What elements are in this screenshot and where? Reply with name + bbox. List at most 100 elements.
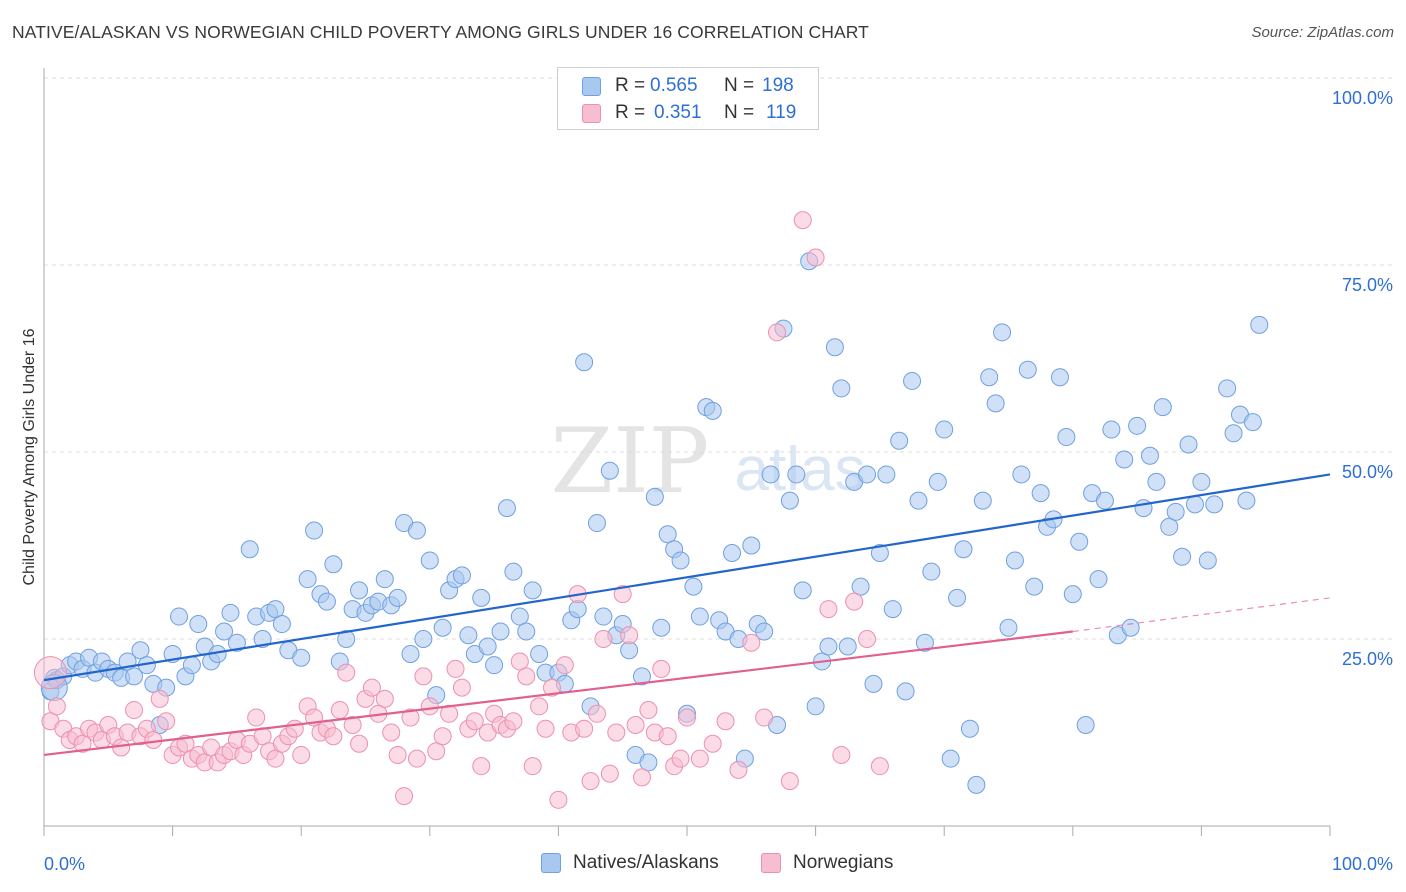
data-point <box>324 727 343 746</box>
data-point <box>1102 420 1121 439</box>
data-point <box>530 644 549 663</box>
data-point <box>125 701 144 720</box>
data-point <box>388 745 407 764</box>
data-point <box>1115 450 1134 469</box>
data-point <box>485 656 504 675</box>
n-value: 198 <box>762 75 794 96</box>
data-point <box>832 379 851 398</box>
axes <box>43 68 1331 836</box>
data-point <box>607 723 626 742</box>
data-point <box>716 712 735 731</box>
data-point <box>639 753 658 772</box>
norwegian-trend-line <box>43 630 1073 757</box>
y-tick-labels: 25.0% 50.0% 75.0% 100.0% <box>1332 88 1393 669</box>
data-point <box>375 570 394 589</box>
data-point <box>523 757 542 776</box>
data-point <box>632 768 651 787</box>
data-point <box>510 652 529 671</box>
data-point <box>870 757 889 776</box>
chart-title: NATIVE/ALASKAN VS NORWEGIAN CHILD POVERT… <box>12 22 869 42</box>
data-point <box>491 622 510 641</box>
data-point <box>536 719 555 738</box>
data-point <box>1237 491 1256 510</box>
natives-label: Natives/Alaskans <box>573 852 719 873</box>
data-point <box>658 727 677 746</box>
data-point <box>47 697 66 716</box>
norwegians-label: Norwegians <box>793 852 894 873</box>
data-point <box>999 618 1018 637</box>
data-point <box>452 566 471 585</box>
data-point <box>870 543 889 562</box>
data-point <box>652 618 671 637</box>
data-point <box>1057 428 1076 447</box>
data-point <box>858 465 877 484</box>
data-point <box>645 487 664 506</box>
data-point <box>420 551 439 570</box>
data-point <box>317 592 336 611</box>
data-point <box>896 682 915 701</box>
data-point <box>395 787 414 806</box>
data-point <box>587 514 606 533</box>
data-point <box>221 603 240 622</box>
data-point <box>504 562 523 581</box>
data-point <box>626 716 645 735</box>
data-point <box>240 540 259 559</box>
data-point <box>452 678 471 697</box>
data-point <box>337 630 356 648</box>
data-point <box>986 394 1005 413</box>
data-point <box>1128 416 1147 435</box>
data-point <box>182 656 201 675</box>
data-point <box>1076 716 1095 735</box>
data-point <box>1185 495 1204 514</box>
data-point <box>420 697 439 716</box>
data-point <box>1198 551 1217 570</box>
data-point <box>780 491 799 510</box>
data-point <box>632 667 651 686</box>
data-point <box>780 772 799 791</box>
data-point <box>382 723 401 742</box>
data-point <box>832 745 851 764</box>
data-point <box>993 323 1012 342</box>
data-point <box>407 521 426 540</box>
data-point <box>703 401 722 420</box>
data-point <box>266 600 285 619</box>
data-point <box>1095 491 1114 510</box>
data-point <box>973 491 992 510</box>
data-point <box>388 588 407 607</box>
data-point <box>1218 379 1237 398</box>
r-label: R = <box>615 75 646 96</box>
data-point <box>935 420 954 439</box>
data-point <box>620 626 639 645</box>
data-point <box>305 521 324 540</box>
data-point <box>729 760 748 779</box>
legend-row-native: R = 0.565 N = 198 <box>558 74 818 100</box>
data-point <box>150 689 169 708</box>
native-trend-line <box>43 473 1331 682</box>
data-point <box>980 368 999 387</box>
data-point <box>478 637 497 656</box>
data-point <box>1147 472 1166 491</box>
data-point <box>517 622 536 641</box>
data-point <box>845 592 864 611</box>
data-point <box>639 701 658 720</box>
norwegians-swatch <box>761 853 781 873</box>
data-point <box>459 626 478 645</box>
n-label: N = <box>724 102 755 123</box>
r-value: 0.351 <box>654 102 702 123</box>
y-tick-label: 100.0% <box>1332 88 1393 108</box>
data-point <box>723 543 742 562</box>
data-point <box>806 248 825 267</box>
data-point <box>227 633 246 652</box>
data-point <box>575 353 594 372</box>
data-point <box>658 525 677 544</box>
data-point <box>1250 315 1269 334</box>
data-point <box>343 716 362 735</box>
norwegian-points <box>33 211 889 809</box>
data-point <box>575 719 594 738</box>
data-point <box>414 667 433 686</box>
data-point <box>170 607 189 626</box>
r-label: R = <box>615 102 646 123</box>
data-point <box>1205 495 1224 514</box>
data-point <box>1121 618 1140 637</box>
data-point <box>684 577 703 596</box>
